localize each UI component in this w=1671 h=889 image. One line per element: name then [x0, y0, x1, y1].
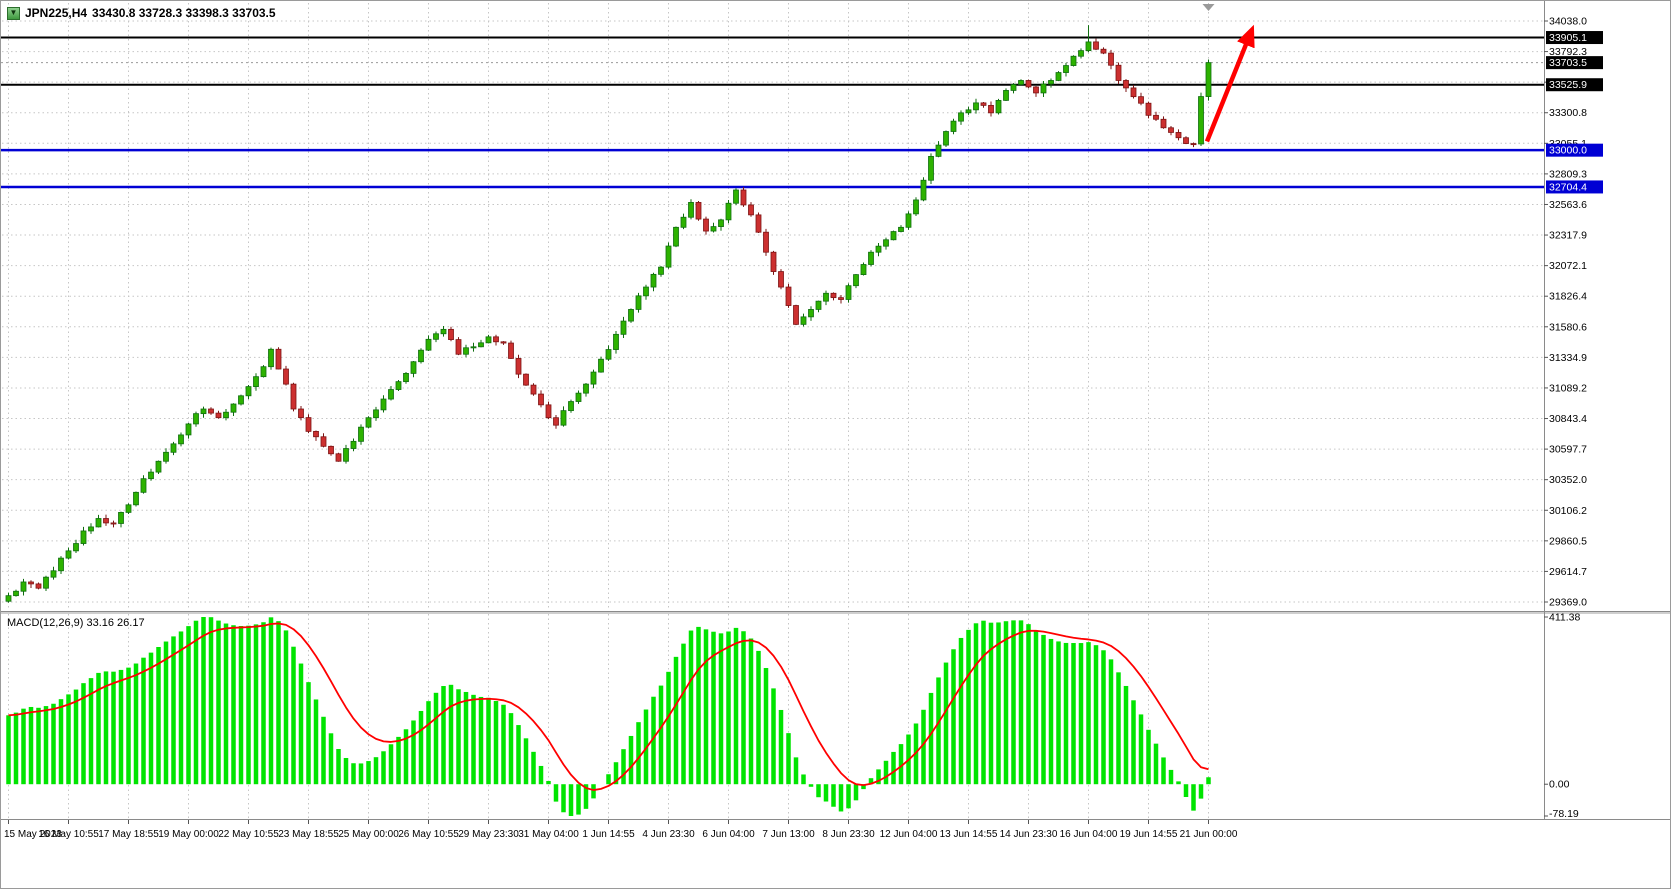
price-axis-label: 32809.3: [1549, 168, 1587, 180]
price-badge-label: 33703.5: [1549, 57, 1587, 69]
time-axis-label: 13 Jun 14:55: [940, 829, 998, 840]
macd-axis[interactable]: 411.38 0.00 -78.19: [1544, 612, 1580, 821]
panel-separators: [1, 1, 1670, 820]
macd-axis-label: -78.19: [1549, 808, 1579, 820]
price-axis-label: 32317.9: [1549, 230, 1587, 242]
time-axis-label: 7 Jun 13:00: [762, 829, 815, 840]
time-axis-label: 1 Jun 14:55: [582, 829, 635, 840]
price-axis-label: 34038.0: [1549, 16, 1587, 28]
time-axis-label: 26 May 10:55: [398, 829, 459, 840]
time-axis-label: 25 May 00:00: [338, 829, 399, 840]
price-axis-label: 30843.4: [1549, 413, 1587, 425]
symbol-ohlc-label: ▼ JPN225,H4 33430.8 33728.3 33398.3 3370…: [7, 6, 276, 20]
time-axis-label: 14 Jun 23:30: [1000, 829, 1058, 840]
time-axis-label: 15 May 2023: [4, 829, 62, 840]
price-axis-label: 32563.6: [1549, 199, 1587, 211]
time-axis-label: 22 May 10:55: [218, 829, 279, 840]
time-axis-label: 17 May 18:55: [98, 829, 159, 840]
up-arrow-annotation: [1204, 24, 1255, 143]
symbol-dropdown-icon[interactable]: ▼: [7, 6, 20, 20]
price-axis-label: 32072.1: [1549, 260, 1587, 272]
price-level-badges: 33905.1 33703.5 33525.9 33000.0 32704.4: [1546, 31, 1603, 194]
time-axis-label: 29 May 23:30: [458, 829, 519, 840]
macd-axis-label: 0.00: [1549, 779, 1570, 791]
time-axis-label: 6 Jun 04:00: [702, 829, 755, 840]
time-axis-label: 8 Jun 23:30: [822, 829, 875, 840]
price-badge: [1546, 56, 1603, 70]
price-badge-label: 32704.4: [1549, 181, 1587, 193]
price-grid: [2, 3, 1544, 610]
price-axis-label: 33792.3: [1549, 46, 1587, 58]
price-axis-label: 30106.2: [1549, 505, 1587, 517]
price-badge: [1546, 78, 1603, 92]
price-axis-label: 31334.9: [1549, 352, 1587, 364]
candles: [5, 25, 1212, 603]
price-badge-label: 33905.1: [1549, 32, 1587, 44]
chart-shift-marker[interactable]: [1202, 4, 1215, 11]
price-axis-label: 33300.8: [1549, 107, 1587, 119]
time-axis-label: 21 Jun 00:00: [1180, 829, 1238, 840]
macd-signal-line: [8, 622, 1209, 791]
level-lines[interactable]: [1, 36, 1544, 189]
time-axis-label: 19 Jun 14:55: [1120, 829, 1178, 840]
time-axis-label: 31 May 04:00: [518, 829, 579, 840]
price-axis-label: 31826.4: [1549, 291, 1587, 303]
time-axis-label: 23 May 18:55: [278, 829, 339, 840]
macd-histogram: [6, 617, 1211, 816]
price-axis-label: 29860.5: [1549, 535, 1587, 547]
price-axis-label: 29369.0: [1549, 597, 1587, 609]
price-badge: [1546, 31, 1603, 45]
price-axis-label: 30597.7: [1549, 444, 1587, 456]
price-badge-label: 33525.9: [1549, 79, 1587, 91]
price-badge: [1546, 143, 1603, 157]
macd-axis-label: 411.38: [1549, 612, 1580, 624]
macd-indicator-label: MACD(12,26,9) 33.16 26.17: [7, 617, 145, 629]
price-axis-label: 30352.0: [1549, 474, 1587, 486]
time-axis-label: 16 May 10:55: [38, 829, 99, 840]
time-axis-label: 4 Jun 23:30: [642, 829, 695, 840]
time-axis-label: 16 Jun 04:00: [1060, 829, 1118, 840]
time-axis-label: 19 May 00:00: [158, 829, 219, 840]
price-badge: [1546, 180, 1603, 194]
time-axis-label: 12 Jun 04:00: [880, 829, 938, 840]
price-axis-label: 29614.7: [1549, 566, 1587, 578]
price-axis-label: 31580.6: [1549, 321, 1587, 333]
price-badge-label: 33000.0: [1549, 145, 1587, 157]
price-axis-label: 31089.2: [1549, 382, 1587, 394]
trend-arrow[interactable]: [1204, 24, 1255, 143]
price-axis[interactable]: 34038.033792.333546.533300.833055.132809…: [1544, 16, 1587, 609]
ohlc-values: 33430.8 33728.3 33398.3 33703.5: [92, 6, 276, 20]
symbol-name: JPN225,H4: [25, 6, 88, 20]
